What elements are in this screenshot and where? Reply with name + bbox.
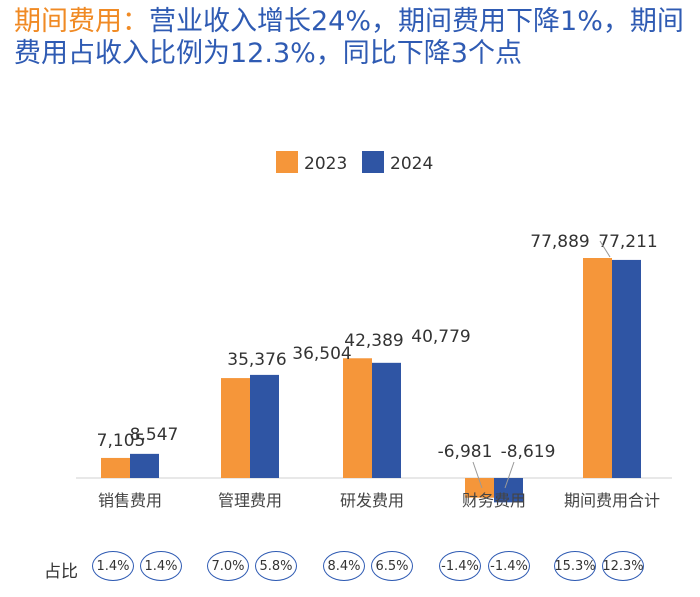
title-text: 营业收入增长24%，期间费用下降1%，期间费用占收入比例为12.3%，同比下降3… bbox=[14, 6, 684, 69]
ratio-oval-1-1: 5.8% bbox=[255, 551, 297, 581]
data-label-2024-2: 40,779 bbox=[411, 327, 470, 347]
leader-line-2024-3 bbox=[504, 461, 515, 489]
leader-line-2024-4 bbox=[599, 240, 611, 258]
legend-swatch-2023 bbox=[276, 151, 298, 173]
data-label-2023-3: -6,981 bbox=[438, 442, 493, 462]
ratio-oval-1-0: 7.0% bbox=[207, 551, 249, 581]
chart-title: 期间费用：营业收入增长24%，期间费用下降1%，期间费用占收入比例为12.3%，… bbox=[14, 6, 694, 70]
ratio-oval-2-1: 6.5% bbox=[371, 551, 413, 581]
legend-label-2023: 2023 bbox=[304, 154, 347, 174]
x-tick-label-0: 销售费用 bbox=[98, 491, 162, 510]
x-tick-label-1: 管理费用 bbox=[218, 491, 282, 510]
bar-2024-1 bbox=[250, 374, 279, 478]
bar-2023-0 bbox=[101, 457, 130, 478]
bar-2024-3 bbox=[494, 478, 523, 503]
ratio-oval-0-1: 1.4% bbox=[140, 551, 182, 581]
data-label-2023-2: 42,389 bbox=[344, 331, 403, 351]
leader-line-2023-3 bbox=[472, 461, 483, 489]
bar-2023-3 bbox=[465, 478, 494, 498]
bar-2023-1 bbox=[221, 378, 250, 478]
x-tick-label-3: 财务费用 bbox=[462, 491, 526, 510]
bar-2024-0 bbox=[130, 453, 159, 478]
ratio-oval-3-0: -1.4% bbox=[439, 551, 481, 581]
data-label-2024-0: 8,547 bbox=[130, 425, 179, 445]
ratio-oval-4-1: 12.3% bbox=[602, 551, 644, 581]
data-label-2023-4: 77,889 bbox=[530, 232, 589, 252]
data-label-2024-4: 77,211 bbox=[598, 232, 657, 252]
legend-label-2024: 2024 bbox=[390, 154, 433, 174]
data-label-2024-3: -8,619 bbox=[501, 442, 556, 462]
ratio-oval-4-0: 15.3% bbox=[554, 551, 596, 581]
x-tick-label-2: 研发费用 bbox=[340, 491, 404, 510]
legend-swatch-2024 bbox=[362, 151, 384, 173]
bar-2024-4 bbox=[612, 259, 641, 478]
ratio-label: 占比 bbox=[44, 562, 78, 582]
bar-2023-4 bbox=[583, 258, 612, 478]
data-label-2024-1: 36,504 bbox=[292, 344, 351, 364]
bar-2024-2 bbox=[372, 362, 401, 478]
data-label-2023-1: 35,376 bbox=[227, 350, 286, 370]
ratio-oval-3-1: -1.4% bbox=[488, 551, 530, 581]
bar-2023-2 bbox=[343, 358, 372, 478]
data-label-2023-0: 7,105 bbox=[97, 431, 146, 451]
ratio-oval-2-0: 8.4% bbox=[323, 551, 365, 581]
title-highlight: 期间费用： bbox=[14, 6, 149, 37]
x-tick-label-4: 期间费用合计 bbox=[564, 491, 660, 510]
ratio-oval-0-0: 1.4% bbox=[92, 551, 134, 581]
